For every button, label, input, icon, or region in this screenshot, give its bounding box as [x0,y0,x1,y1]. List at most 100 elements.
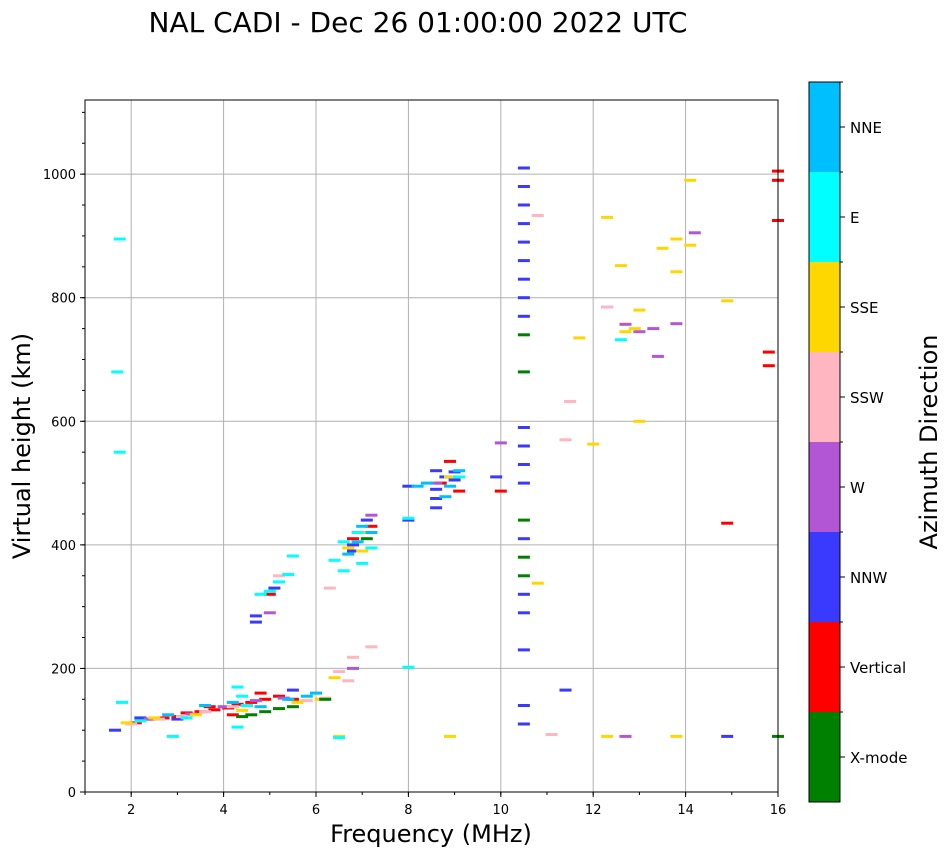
plot-frame [84,99,779,793]
x-tick-label: 12 [585,803,602,818]
data-point [430,481,443,485]
data-point [282,573,295,576]
data-point [328,676,341,680]
data-point [517,611,530,615]
data-point [559,438,572,442]
colorbar-segment [809,82,840,172]
data-point [347,655,359,659]
data-point [199,704,212,707]
data-point [240,704,253,707]
data-point [148,716,161,720]
data-point [226,713,239,717]
data-point [245,713,258,717]
data-point [245,700,258,704]
data-point [249,614,262,618]
data-point [342,679,355,683]
series-nnw [109,166,734,738]
data-point [337,540,350,544]
data-point [444,475,456,479]
data-point [517,203,530,207]
data-point [721,734,734,738]
x-axis-label: Frequency (MHz) [330,820,532,848]
data-point [236,694,249,698]
data-point [517,555,530,559]
data-point [517,537,530,541]
data-point [249,699,262,703]
data-point [453,469,466,473]
data-point [351,531,364,534]
data-point [347,666,359,670]
data-point [517,314,530,318]
data-point [217,705,230,709]
data-point [113,237,126,241]
series-x-mode [236,333,784,738]
y-tick-label: 1000 [43,168,76,183]
data-point [337,569,350,573]
data-point [601,305,614,309]
data-point [688,231,701,235]
data-point [517,370,530,374]
data-point [494,441,507,445]
data-point [273,574,285,578]
data-point [171,717,184,721]
data-point [263,611,276,615]
y-tick-label: 200 [51,662,76,677]
data-point [517,296,530,300]
x-tick-label: 8 [404,803,412,818]
data-point [430,487,443,491]
data-point [411,484,424,488]
data-point [268,586,281,590]
colorbar-label-nne: NNE [850,119,882,137]
data-point [517,333,530,337]
data-point [134,716,147,720]
data-point [619,322,632,326]
data-point [208,708,221,712]
data-point [356,524,369,528]
data-point [517,592,530,596]
data-point [670,270,683,274]
data-point [444,734,456,738]
data-point [614,338,627,342]
colorbar-segment [809,532,840,622]
data-point [430,497,443,500]
data-point [236,715,249,719]
data-point [162,713,175,717]
data-point [402,516,415,520]
data-point [189,713,202,717]
data-point [721,521,734,525]
data-point [116,700,128,704]
data-point [273,694,285,698]
data-point [453,475,466,479]
colorbar-label-w: W [850,479,865,497]
x-tick-label: 14 [677,803,694,818]
data-point [342,552,355,556]
data-point [439,495,452,499]
data-point [286,554,299,558]
series-e [111,237,627,740]
data-point [573,336,586,340]
data-point [453,489,466,493]
colorbar-label-e: E [850,209,859,227]
data-point [628,327,641,331]
data-point [231,685,244,689]
colorbar-segment [809,352,840,442]
data-point [300,699,313,703]
series-nne [162,469,466,717]
data-point [333,670,346,673]
data-point [310,691,322,695]
y-tick-label: 800 [51,292,76,307]
data-point [517,481,530,485]
x-tick-label: 6 [312,803,320,818]
data-point [356,561,369,565]
data-point [254,705,267,709]
data-point [670,734,683,738]
data-point [365,645,378,649]
data-point [517,222,530,226]
data-point [273,580,285,584]
data-point [721,299,734,303]
colorbar-label-sse: SSE [850,299,879,317]
data-point [166,734,179,738]
data-point [517,648,530,652]
data-point [684,178,697,182]
y-tick-label: 600 [51,415,76,430]
